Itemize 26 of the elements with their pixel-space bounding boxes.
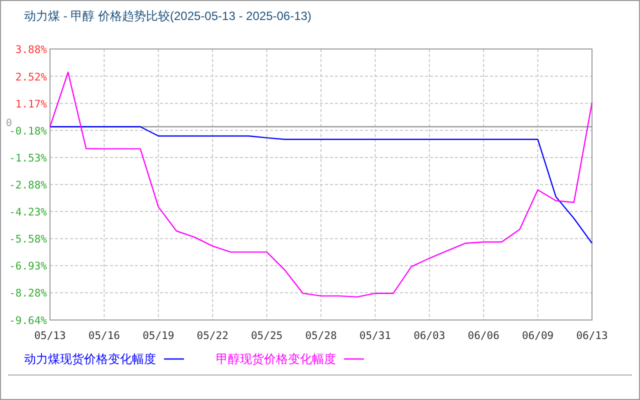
y-tick-label: 2.52% <box>15 71 48 84</box>
legend-label: 甲醇现货价格变化幅度 <box>216 352 336 366</box>
x-tick-label: 05/25 <box>250 330 283 342</box>
y-tick-label: -6.93% <box>9 260 48 273</box>
x-tick-label: 05/22 <box>196 330 228 342</box>
y-tick-label: -9.64% <box>9 315 48 327</box>
x-tick-label: 06/09 <box>522 330 554 342</box>
y-tick-label: -2.88% <box>9 180 48 192</box>
x-tick-label: 05/13 <box>34 330 66 342</box>
line-series <box>49 72 593 298</box>
x-tick-label: 06/13 <box>576 330 608 342</box>
x-tick-label: 05/16 <box>88 330 120 342</box>
x-tick-label: 06/06 <box>468 330 500 342</box>
x-tick-label: 06/03 <box>414 330 446 342</box>
x-tick-label: 05/28 <box>305 330 337 342</box>
y-tick-label: -5.58% <box>9 234 48 246</box>
legend-label: 动力煤现货价格变化幅度 <box>24 352 156 366</box>
y-tick-label: -8.28% <box>9 288 48 300</box>
line-series <box>49 126 593 244</box>
chart-title: 动力煤 - 甲醇 价格趋势比较(2025-05-13 - 2025-06-13) <box>24 9 312 23</box>
y-tick-label: -1.53% <box>9 152 48 164</box>
x-tick-label: 05/31 <box>359 330 392 342</box>
y-tick-label: 3.88% <box>15 44 48 56</box>
y-tick-label: -4.23% <box>9 206 48 219</box>
x-tick-label: 05/19 <box>142 330 174 342</box>
y-tick-label: 1.17% <box>15 98 48 110</box>
